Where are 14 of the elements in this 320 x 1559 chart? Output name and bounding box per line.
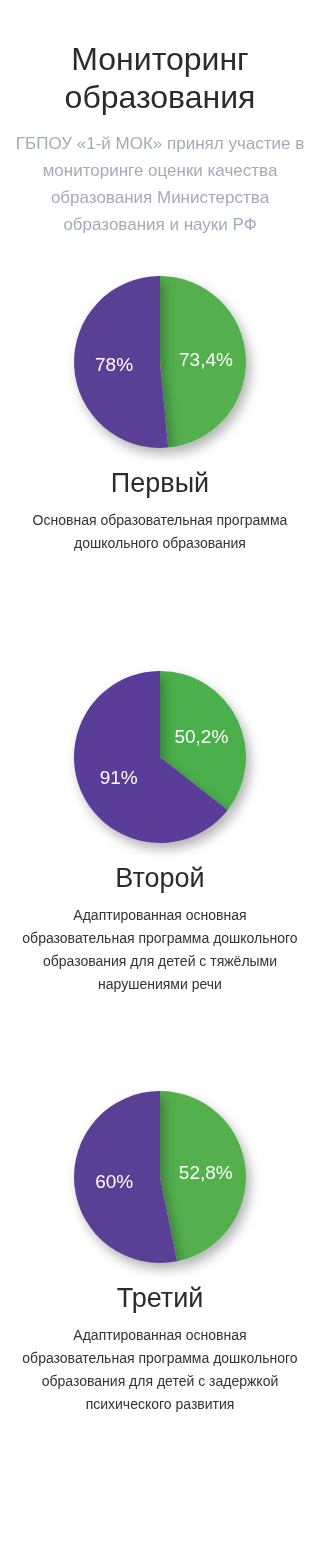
text: Третий (115, 1283, 205, 1314)
data-label: 60% (95, 1171, 134, 1193)
text: Второй (114, 863, 206, 894)
data-label: 52,8% (178, 1161, 233, 1183)
data-label: 78% (95, 353, 134, 375)
text: ГБПОУ «1-й МОК» принял участие в мониторинге оценки качества образования Министерства образования и науки РФ (14, 133, 306, 236)
text: Адаптированная основная образовательная программа дошкольного образования для детей с задержкой психического развития (21, 1326, 299, 1414)
text: Адаптированная основная образовательная программа дошкольного образования для детей с тяжёлыми нарушениями речи (21, 906, 299, 994)
data-label: 91% (99, 766, 138, 788)
text: Первый (109, 468, 211, 499)
data-label: 73,4% (179, 349, 233, 371)
text: Мониторинг образования (63, 40, 257, 116)
text: Основная образовательная программа дошкольного образования (31, 511, 289, 553)
data-label: 50,2% (174, 726, 229, 748)
